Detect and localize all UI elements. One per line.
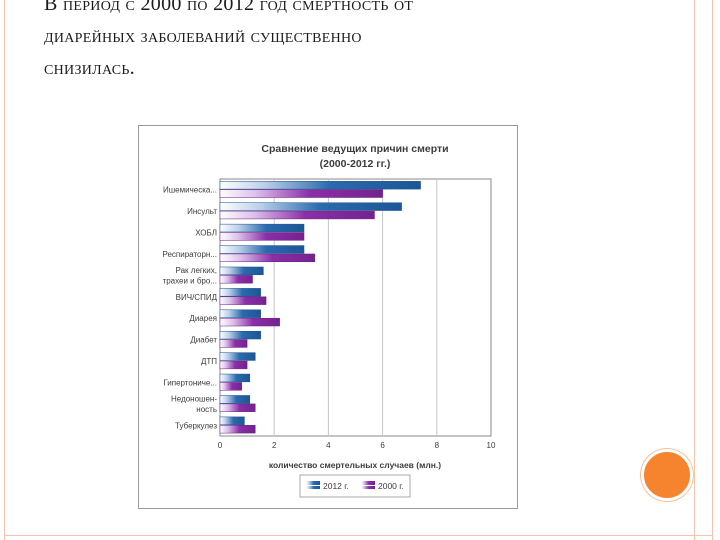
category-label: Инсульт [187, 207, 217, 216]
legend-swatch-2012 [306, 481, 320, 485]
legend-frame [299, 474, 411, 498]
chart-title: Сравнение ведущих причин смерти [261, 143, 448, 155]
legend-swatch-2012 [306, 486, 320, 489]
heading-line: снизилась. [44, 57, 135, 79]
bar-2012 [219, 245, 305, 254]
heading-line: диарейных заболеваний существенно [44, 25, 362, 47]
frame-line-right-outer [712, 0, 713, 540]
bar-2012 [219, 373, 251, 383]
category-label: Диарея [189, 314, 217, 323]
bar-2000 [219, 210, 375, 220]
bar-2012 [219, 202, 402, 211]
bar-2012 [219, 395, 251, 404]
x-tick-label: 2 [272, 441, 277, 450]
bar-2000 [219, 425, 256, 434]
plot-area: 0 2 4 6 8 10 Ишемическа... Инсульт ХОБЛ Респирато… [162, 178, 496, 450]
slide-heading: В период с 2000 по 2012 год смертность о… [44, 0, 664, 84]
bar-2012 [219, 288, 261, 297]
bar-2012 [219, 309, 261, 318]
frame-line-right-inner [694, 0, 695, 540]
legend-swatch-2000 [361, 481, 375, 485]
bar-2000 [219, 253, 316, 263]
category-label: Диабет [190, 336, 217, 345]
legend: 2012 г. 2000 г. [299, 474, 411, 498]
category-label: ность [196, 405, 217, 414]
category-label: трахеи и бро... [163, 277, 217, 286]
chart-subtitle: (2000-2012 гг.) [320, 158, 391, 170]
x-tick-label: 6 [380, 441, 385, 450]
x-axis-label: количество смертельных случаев (млн.) [269, 460, 441, 470]
bar-2012 [219, 416, 245, 425]
bar-2000 [219, 189, 383, 198]
category-label: ВИЧ/СПИД [176, 293, 218, 302]
legend-label-2012: 2012 г. [323, 481, 349, 491]
category-label: Ишемическа... [163, 186, 217, 195]
frame-line-bottom [4, 535, 713, 536]
x-tick-label: 8 [435, 441, 440, 450]
legend-label-2000: 2000 г. [378, 481, 404, 491]
category-label: Недоношен- [171, 395, 217, 404]
x-tick-label: 0 [218, 441, 223, 450]
bar-2012 [219, 223, 305, 233]
bar-chart: Сравнение ведущих причин смерти (2000-20… [162, 143, 496, 498]
bar-2012 [219, 266, 264, 276]
bar-2012 [219, 352, 256, 361]
category-label: ХОБЛ [195, 229, 217, 238]
chart-container: Сравнение ведущих причин смерти (2000-20… [138, 125, 518, 509]
bar-2000 [219, 403, 256, 412]
x-tick-label: 10 [487, 441, 496, 450]
legend-swatch-2000 [361, 486, 375, 489]
frame-line-left [4, 0, 5, 540]
heading-line: В период с 2000 по 2012 год смертность о… [44, 0, 414, 15]
plot-frame [219, 178, 492, 437]
bar-2000 [219, 232, 305, 241]
bar-2012 [219, 181, 421, 190]
bar-2000 [219, 296, 267, 305]
bar-2000 [219, 317, 280, 327]
category-label: Гипертониче... [163, 378, 217, 387]
decorative-orange-circle [641, 449, 693, 501]
bar-2012 [219, 330, 261, 340]
bar-2000 [219, 275, 253, 284]
category-label: Рак легких, [176, 266, 217, 275]
category-label: Туберкулез [175, 421, 217, 430]
category-label: Респираторн... [162, 250, 217, 259]
x-tick-label: 4 [326, 441, 331, 450]
bar-2000 [219, 339, 248, 348]
category-label: ДТП [201, 357, 217, 366]
bar-2000 [219, 382, 242, 391]
bar-2000 [219, 360, 248, 370]
